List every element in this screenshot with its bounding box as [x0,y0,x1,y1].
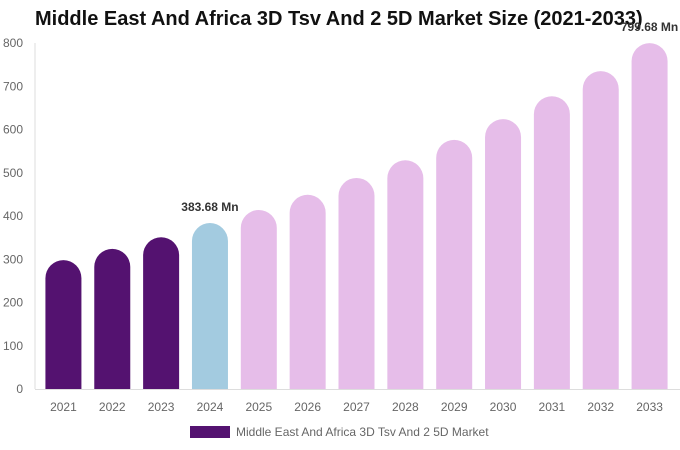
y-tick-label: 200 [3,296,23,310]
x-tick-label: 2027 [343,400,370,414]
chart-title: Middle East And Africa 3D Tsv And 2 5D M… [35,8,643,30]
legend-label: Middle East And Africa 3D Tsv And 2 5D M… [236,425,489,439]
bar-2031 [533,96,570,389]
x-tick-label: 2033 [636,400,663,414]
x-tick-label: 2028 [392,400,419,414]
bar-2021 [45,260,82,389]
bar-2027 [338,177,375,389]
x-tick-label: 2030 [490,400,517,414]
bar-2023 [143,237,180,389]
y-tick-label: 0 [16,382,23,396]
y-tick-label: 400 [3,209,23,223]
bar-2028 [387,160,424,389]
x-tick-label: 2029 [441,400,468,414]
bar-2032 [582,71,619,390]
y-tick-label: 500 [3,166,23,180]
data-label-2024: 383.68 Mn [181,200,238,214]
bar-2029 [436,139,473,389]
data-label-2033: 799.68 Mn [621,20,678,34]
x-tick-label: 2032 [587,400,614,414]
bar-2024 [191,223,228,389]
bar-2025 [240,209,277,389]
x-tick-label: 2031 [539,400,566,414]
x-tick-label: 2022 [99,400,126,414]
x-tick-label: 2021 [50,400,77,414]
y-tick-label: 800 [3,36,23,50]
x-tick-label: 2025 [245,400,272,414]
y-tick-label: 700 [3,79,23,93]
bar-2026 [289,194,326,389]
legend: Middle East And Africa 3D Tsv And 2 5D M… [190,425,489,439]
y-tick-label: 600 [3,123,23,137]
bar-2022 [94,248,131,389]
x-tick-label: 2024 [197,400,224,414]
bar-2033 [631,43,668,390]
y-tick-label: 300 [3,252,23,266]
legend-swatch [190,426,230,438]
x-tick-label: 2026 [294,400,321,414]
x-tick-label: 2023 [148,400,175,414]
bar-2030 [485,119,522,389]
y-tick-label: 100 [3,339,23,353]
